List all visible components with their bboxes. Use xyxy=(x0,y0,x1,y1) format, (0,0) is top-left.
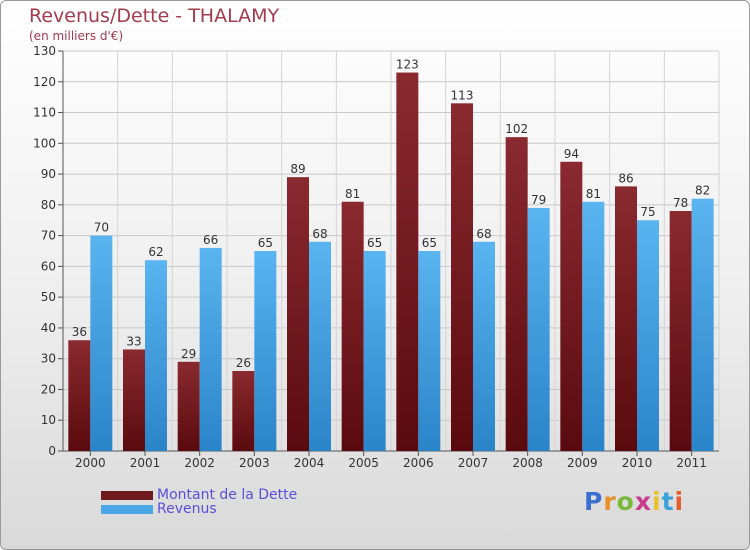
logo-letter: i xyxy=(674,487,685,516)
logo-letter: o xyxy=(616,487,635,516)
y-tick-label: 120 xyxy=(33,75,56,89)
data-label-dette: 78 xyxy=(673,196,688,210)
bars xyxy=(68,72,714,452)
y-tick-label: 50 xyxy=(41,290,56,304)
data-label-dette: 89 xyxy=(290,162,305,176)
logo-letter: P xyxy=(584,487,604,516)
y-tick-label: 100 xyxy=(33,136,56,150)
data-label-dette: 113 xyxy=(451,88,474,102)
x-tick-label: 2006 xyxy=(403,456,434,470)
chart-subtitle: (en milliers d'€) xyxy=(29,29,124,43)
data-label-revenus: 65 xyxy=(422,236,437,250)
x-tick-label: 2011 xyxy=(676,456,707,470)
data-label-dette: 36 xyxy=(72,325,87,339)
bar-dette xyxy=(396,72,419,452)
bar-dette xyxy=(451,103,473,452)
x-tick-label: 2000 xyxy=(75,456,106,470)
x-tick-label: 2008 xyxy=(512,456,543,470)
bar-revenus xyxy=(145,260,167,451)
bar-revenus xyxy=(691,198,714,451)
bar-revenus xyxy=(418,251,441,451)
bar-dette xyxy=(68,340,91,451)
legend-item-revenus: Revenus xyxy=(101,501,217,517)
bar-revenus xyxy=(254,251,277,451)
y-tick-label: 0 xyxy=(48,444,56,458)
x-tick-label: 2003 xyxy=(239,456,270,470)
y-tick-label: 90 xyxy=(41,167,56,181)
y-tick-label: 110 xyxy=(33,106,56,120)
data-label-revenus: 79 xyxy=(531,193,546,207)
x-tick-label: 2002 xyxy=(184,456,215,470)
bar-dette xyxy=(123,349,145,451)
chart-title: Revenus/Dette - THALAMY xyxy=(29,5,280,27)
y-tick-label: 20 xyxy=(41,382,56,396)
data-label-revenus: 68 xyxy=(312,227,327,241)
data-label-dette: 26 xyxy=(236,356,251,370)
data-label-dette: 86 xyxy=(618,171,633,185)
bar-revenus xyxy=(582,201,605,451)
proxiti-logo: Proxiti xyxy=(584,487,684,516)
y-tick-label: 80 xyxy=(41,198,56,212)
data-label-revenus: 65 xyxy=(367,236,382,250)
y-tick-label: 30 xyxy=(41,352,56,366)
logo-letter: t xyxy=(661,487,675,516)
bar-revenus xyxy=(473,241,495,451)
data-label-revenus: 75 xyxy=(640,205,655,219)
data-label-revenus: 70 xyxy=(94,221,109,235)
data-label-dette: 29 xyxy=(181,347,196,361)
bar-dette xyxy=(669,211,692,451)
logo-letter: i xyxy=(652,487,662,516)
bar-dette xyxy=(232,371,255,451)
bar-dette xyxy=(615,186,637,451)
bar-revenus xyxy=(199,247,222,451)
bar-revenus xyxy=(309,241,331,451)
data-label-revenus: 62 xyxy=(148,245,163,259)
legend-item-dette: Montant de la Dette xyxy=(101,487,297,503)
data-label-revenus: 82 xyxy=(695,184,710,198)
logo-letter: r xyxy=(603,487,617,516)
x-tick-label: 2005 xyxy=(348,456,379,470)
bar-revenus xyxy=(363,251,386,451)
legend-label-revenus: Revenus xyxy=(157,501,217,517)
legend-swatch-revenus xyxy=(101,504,153,514)
x-tick-label: 2001 xyxy=(130,456,161,470)
x-tick-label: 2010 xyxy=(622,456,653,470)
bar-revenus xyxy=(527,207,550,451)
bar-dette xyxy=(560,161,583,451)
bar-revenus xyxy=(637,220,659,451)
data-label-dette: 81 xyxy=(345,187,360,201)
bar-dette xyxy=(177,361,200,451)
axes: 0 10 20 30 40 50 60 70 80 90 100 110 120 130 2000 2001 2… xyxy=(33,44,719,470)
x-tick-label: 2009 xyxy=(567,456,598,470)
data-label-revenus: 68 xyxy=(476,227,491,241)
y-tick-label: 70 xyxy=(41,229,56,243)
y-tick-label: 60 xyxy=(41,259,56,273)
legend-swatch-dette xyxy=(101,490,153,500)
legend-label-dette: Montant de la Dette xyxy=(157,487,298,503)
data-label-dette: 123 xyxy=(396,58,419,72)
data-label-revenus: 66 xyxy=(203,233,218,247)
bar-dette xyxy=(287,177,309,451)
data-label-dette: 94 xyxy=(564,147,579,161)
y-tick-label: 130 xyxy=(33,44,56,58)
bar-dette xyxy=(341,201,364,451)
bar-dette xyxy=(505,137,528,451)
data-label-dette: 33 xyxy=(126,334,141,348)
y-tick-label: 40 xyxy=(41,321,56,335)
bar-revenus xyxy=(90,235,113,451)
data-label-dette: 102 xyxy=(505,122,528,136)
data-labels: 36 70 33 62 29 66 26 65 89 68 81 65 123 65 113 68 102 79 9… xyxy=(72,58,711,370)
x-tick-label: 2007 xyxy=(458,456,489,470)
logo-letter: x xyxy=(634,487,652,516)
y-tick-label: 10 xyxy=(41,413,56,427)
x-tick-label: 2004 xyxy=(294,456,325,470)
data-label-revenus: 65 xyxy=(258,236,273,250)
data-label-revenus: 81 xyxy=(586,187,601,201)
